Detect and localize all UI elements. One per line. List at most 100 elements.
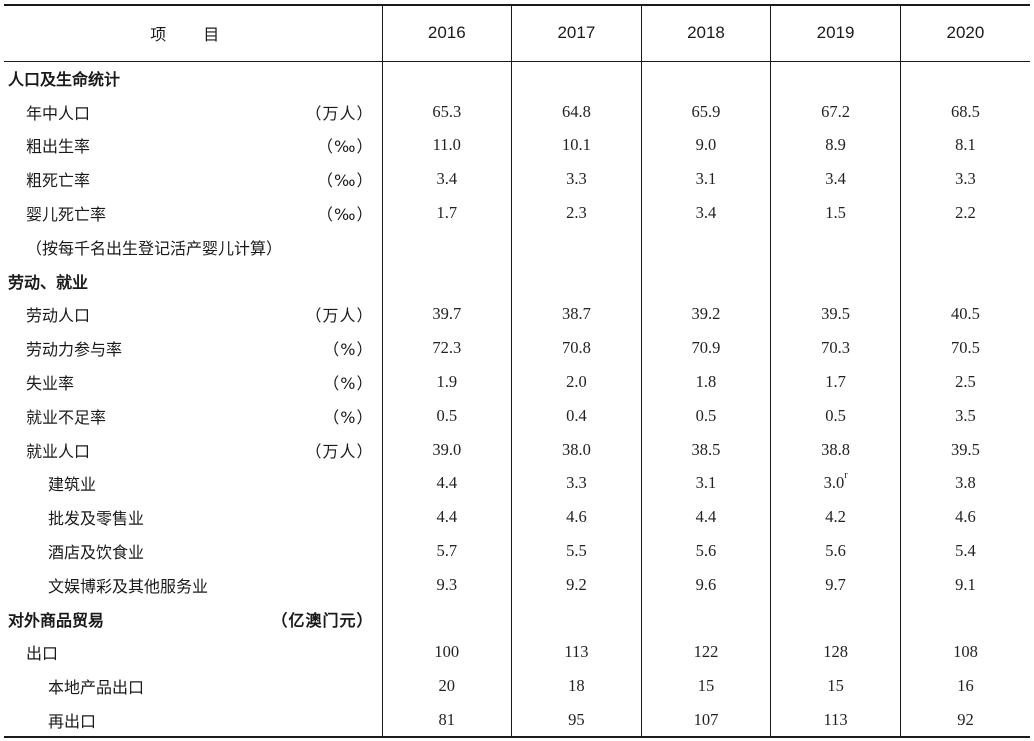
value-cell: 8.9 bbox=[770, 128, 901, 163]
cell-value: 8.9 bbox=[825, 135, 846, 155]
cell-value: 4.2 bbox=[825, 507, 846, 527]
cell-value: 1.9 bbox=[436, 372, 458, 392]
row-unit: （‰） bbox=[317, 137, 374, 157]
value-cell: 107 bbox=[640, 703, 771, 738]
table-row: 粗出生率 （‰） 11.0 10.1 9.0 8.9 8.1 bbox=[4, 128, 1030, 163]
row-item-cell: 就业人口 （万人） bbox=[4, 433, 382, 467]
year-column-header: 2017 bbox=[511, 4, 642, 62]
cell-value: 5.6 bbox=[695, 541, 717, 561]
cell-value: 0.5 bbox=[825, 405, 846, 425]
value-cell: 9.3 bbox=[381, 567, 512, 602]
value-cell: 38.0 bbox=[511, 432, 642, 467]
value-cell bbox=[511, 601, 642, 636]
value-cell: 38.5 bbox=[640, 432, 771, 467]
row-label: 年中人口 bbox=[26, 103, 91, 123]
value-cell: 3.3 bbox=[511, 162, 642, 197]
value-cell: 2.3 bbox=[511, 196, 642, 230]
cell-value: 128 bbox=[823, 642, 848, 662]
cell-value: 9.6 bbox=[695, 574, 717, 594]
cell-value: 39.2 bbox=[691, 304, 721, 324]
cell-value: 39.5 bbox=[951, 439, 980, 459]
value-cell: 9.7 bbox=[770, 567, 901, 602]
value-cell bbox=[640, 229, 771, 264]
cell-value: 4.6 bbox=[566, 507, 587, 527]
row-unit: （万人） bbox=[305, 103, 374, 123]
cell-value: 81 bbox=[438, 709, 456, 729]
cell-value: 38.5 bbox=[691, 439, 721, 459]
row-item-cell: 出口 bbox=[4, 636, 382, 670]
value-cell bbox=[381, 229, 512, 264]
row-label: 粗出生率 bbox=[26, 137, 91, 157]
row-label: 文娱博彩及其他服务业 bbox=[48, 576, 209, 596]
value-cell: 108 bbox=[899, 635, 1030, 670]
cell-value: 39.5 bbox=[821, 304, 851, 324]
value-cell: 20 bbox=[381, 669, 512, 704]
cell-value: 113 bbox=[823, 709, 848, 729]
value-cell: 5.6 bbox=[640, 534, 771, 568]
row-item-cell: 年中人口 （万人） bbox=[4, 95, 382, 129]
table-body: 人口及生命统计 年中人口 （万人） 65.3 64.8 65.9 67.2 68.5 粗出生率 （… bbox=[4, 61, 1030, 738]
value-cell: 16 bbox=[899, 669, 1030, 704]
cell-value: 4.4 bbox=[436, 473, 458, 493]
value-cell: 2.2 bbox=[899, 196, 1030, 230]
cell-value: 122 bbox=[693, 642, 719, 662]
value-cell: 4.4 bbox=[640, 500, 771, 535]
cell-value: 20 bbox=[438, 676, 456, 696]
section-title: 对外商品贸易 bbox=[8, 610, 105, 630]
table-row: 出口 100 113 122 128 108 bbox=[4, 635, 1030, 670]
value-cell bbox=[381, 61, 512, 95]
row-item-cell: 酒店及饮食业 bbox=[4, 534, 382, 568]
table-row: 婴儿死亡率 （‰） 1.7 2.3 3.4 1.5 2.2 bbox=[4, 196, 1030, 230]
value-cell bbox=[770, 61, 901, 95]
cell-value: 5.6 bbox=[825, 541, 846, 561]
value-cell: 2.5 bbox=[899, 365, 1030, 399]
value-cell: 4.4 bbox=[381, 466, 512, 501]
value-cell: 3.1 bbox=[640, 162, 771, 197]
cell-value: 2.3 bbox=[566, 203, 587, 223]
section-title: 劳动、就业 bbox=[8, 272, 89, 292]
value-cell: 122 bbox=[640, 635, 771, 670]
value-cell: 3.8 bbox=[899, 466, 1030, 501]
cell-value: 0.4 bbox=[566, 405, 587, 425]
statistics-table: 项 目 2016 2017 2018 2019 2020 人口及生命统计 年中人口… bbox=[4, 4, 1030, 738]
value-cell: 5.7 bbox=[381, 534, 512, 568]
value-cell bbox=[899, 229, 1030, 264]
cell-value: 3.1 bbox=[695, 473, 717, 493]
value-cell: 9.1 bbox=[899, 567, 1030, 602]
cell-value: 10.1 bbox=[561, 135, 591, 155]
value-cell: 72.3 bbox=[381, 331, 512, 366]
cell-value: 2.5 bbox=[955, 372, 976, 392]
cell-value: 38.8 bbox=[821, 439, 851, 459]
value-cell: 9.2 bbox=[511, 567, 642, 602]
value-cell: 3.5 bbox=[899, 398, 1030, 433]
value-cell: 3.4 bbox=[770, 162, 901, 197]
value-cell: 5.5 bbox=[511, 534, 642, 568]
cell-value: 4.4 bbox=[436, 507, 458, 527]
value-cell bbox=[770, 229, 901, 264]
row-label: 失业率 bbox=[26, 374, 75, 394]
cell-value: 4.6 bbox=[955, 507, 976, 527]
section-row: 人口及生命统计 bbox=[4, 61, 1030, 95]
section-title: 人口及生命统计 bbox=[8, 70, 121, 90]
cell-value: 65.3 bbox=[432, 101, 462, 121]
table-row: 劳动力参与率 （%） 72.3 70.8 70.9 70.3 70.5 bbox=[4, 331, 1030, 366]
value-cell: 70.8 bbox=[511, 331, 642, 366]
value-cell bbox=[511, 229, 642, 264]
cell-value: 1.8 bbox=[695, 372, 717, 392]
value-cell: 113 bbox=[770, 703, 901, 738]
value-cell: 2.0 bbox=[511, 365, 642, 399]
table-row: （按每千名出生登记活产婴儿计算） bbox=[4, 229, 1030, 264]
table-row: 年中人口 （万人） 65.3 64.8 65.9 67.2 68.5 bbox=[4, 94, 1030, 129]
value-cell: 4.6 bbox=[899, 500, 1030, 535]
row-label: （按每千名出生登记活产婴儿计算） bbox=[26, 238, 283, 258]
value-cell: 64.8 bbox=[511, 94, 642, 129]
row-label: 婴儿死亡率 bbox=[26, 205, 107, 225]
row-item-cell: 本地产品出口 bbox=[4, 669, 382, 703]
value-cell bbox=[770, 263, 901, 298]
row-label: 劳动力参与率 bbox=[26, 340, 123, 360]
cell-value: 9.0 bbox=[695, 135, 717, 155]
cell-value: 9.1 bbox=[955, 574, 976, 594]
value-cell: 70.9 bbox=[640, 331, 771, 366]
table-row: 文娱博彩及其他服务业 9.3 9.2 9.6 9.7 9.1 bbox=[4, 567, 1030, 602]
cell-value: 113 bbox=[564, 642, 589, 662]
